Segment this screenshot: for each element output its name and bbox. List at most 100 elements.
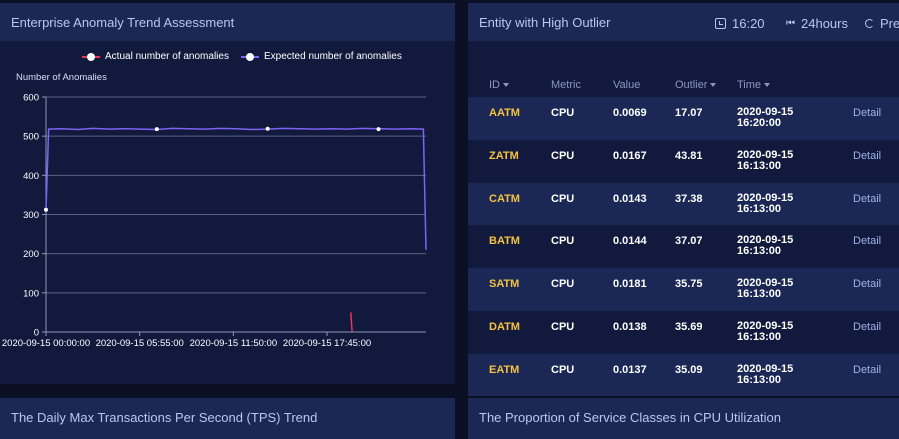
cell-time-date: 2020-09-15 [737, 362, 794, 375]
y-tick-label: 200 [23, 249, 39, 260]
cell-value: 0.0069 [613, 107, 647, 119]
cell-time: 2020-09-15 16:13:00 [737, 235, 793, 257]
tps-trend-header: The Daily Max Transactions Per Second (T… [0, 398, 455, 439]
y-tick-label: 100 [23, 288, 39, 299]
cell-time-date: 2020-09-15 [737, 277, 794, 290]
detail-link[interactable]: Detail [853, 278, 882, 291]
range-value: 24hours [801, 16, 848, 31]
cell-time: 2020-09-15 16:13:00 [737, 278, 793, 300]
refresh-icon [865, 19, 874, 28]
series-point [376, 127, 381, 132]
cell-time: 2020-09-15 16:13:00 [737, 191, 794, 215]
cell-id: AATM [489, 107, 520, 119]
legend-label-expected: Expected number of anomalies [263, 51, 402, 62]
cell-time: 2020-09-15 16:13:00 [737, 362, 794, 386]
series-point [154, 127, 159, 132]
cell-value: 0.0144 [613, 235, 647, 248]
cell-id: CATM [489, 192, 520, 205]
expected-series-line [45, 127, 427, 250]
sort-caret-icon [764, 83, 771, 88]
table-header: ID Metric Value Outlier Time [468, 75, 899, 95]
cell-outlier: 17.07 [675, 107, 703, 119]
cell-time-date: 2020-09-15 [737, 234, 794, 247]
table-row[interactable]: SATM CPU 0.0181 35.75 Detail 2020-09-15 16:13:… [468, 268, 899, 311]
detail-link[interactable]: Detail [853, 192, 882, 205]
cell-time-clock: 16:13:00 [737, 245, 782, 258]
anomaly-line-chart[interactable]: 0 100 200 300 400 500 600 2020-09-15 00:00:00 20… [0, 83, 455, 358]
cell-outlier: 35.75 [675, 278, 703, 291]
table-row[interactable]: AATM CPU 0.0069 17.07 Detail 2020-09-15 16:20:… [468, 97, 899, 140]
cell-outlier: 35.09 [675, 363, 703, 376]
column-header-time[interactable]: Time [737, 79, 771, 91]
tps-trend-title: The Daily Max Transactions Per Second (T… [11, 410, 318, 425]
cell-value: 0.0181 [613, 278, 647, 291]
cell-id: DATM [489, 321, 520, 333]
table-row[interactable]: ZATM CPU 0.0167 43.81 Detail 2020-09-15 16:13:… [468, 140, 899, 183]
detail-link[interactable]: Detail [853, 363, 882, 376]
sort-caret-icon [503, 83, 509, 88]
cpu-proportion-title: The Proportion of Service Classes in CPU… [479, 410, 782, 425]
time-selector[interactable]: 16:20 [715, 16, 765, 31]
table-row[interactable]: CATM CPU 0.0143 37.38 Detail 2020-09-15 16:13:… [468, 182, 899, 226]
sort-caret-icon [710, 83, 717, 88]
cell-outlier: 43.81 [675, 149, 703, 162]
cell-id: ZATM [489, 149, 519, 162]
high-outlier-title: Entity with High Outlier [479, 15, 611, 30]
tps-trend-panel: The Daily Max Transactions Per Second (T… [0, 398, 455, 439]
column-header-metric: Metric [551, 79, 581, 91]
series-point [44, 207, 48, 212]
preset-value: Pres [880, 16, 899, 31]
column-header-outlier[interactable]: Outlier [675, 79, 717, 91]
skip-back-icon: ⏮ [786, 18, 795, 29]
x-tick-label: 2020-09-15 05:55:00 [96, 338, 184, 349]
cell-time-clock: 16:13:00 [737, 331, 782, 343]
clock-icon [715, 18, 726, 29]
cell-id: SATM [489, 278, 520, 291]
preset-selector[interactable]: Pres [865, 16, 899, 31]
range-selector[interactable]: ⏮ 24hours [786, 16, 848, 31]
y-tick-label: 400 [23, 171, 39, 182]
cell-metric: CPU [551, 192, 575, 205]
chart-legend: Actual number of anomalies Expected numb… [82, 51, 402, 62]
cpu-proportion-panel: The Proportion of Service Classes in CPU… [468, 398, 899, 439]
legend-label-actual: Actual number of anomalies [105, 51, 229, 62]
cell-value: 0.0167 [613, 149, 647, 162]
cell-time-clock: 16:20:00 [737, 117, 782, 129]
anomaly-trend-panel: Enterprise Anomaly Trend Assessment Actu… [0, 3, 455, 384]
legend-item-expected[interactable]: Expected number of anomalies [240, 51, 402, 62]
cell-value: 0.0143 [613, 192, 647, 205]
cell-outlier: 35.69 [675, 321, 703, 333]
anomaly-trend-title: Enterprise Anomaly Trend Assessment [11, 15, 235, 30]
cell-time: 2020-09-15 16:20:00 [737, 107, 793, 129]
x-tick-label: 2020-09-15 11:50:00 [190, 338, 278, 349]
legend-item-actual[interactable]: Actual number of anomalies [82, 51, 229, 62]
column-header-value: Value [613, 79, 641, 91]
y-tick-label: 500 [23, 132, 39, 143]
table-row[interactable]: DATM CPU 0.0138 35.69 Detail 2020-09-15 16:13:… [468, 311, 899, 354]
cell-metric: CPU [551, 278, 575, 291]
cell-metric: CPU [551, 363, 575, 376]
cell-id: BATM [489, 235, 520, 248]
detail-link[interactable]: Detail [853, 235, 882, 248]
cell-metric: CPU [551, 107, 575, 119]
table-row[interactable]: BATM CPU 0.0144 37.07 Detail 2020-09-15 16:13:… [468, 225, 899, 268]
y-tick-label: 600 [23, 93, 39, 104]
cell-time-date: 2020-09-15 [737, 191, 794, 204]
cell-time: 2020-09-15 16:13:00 [737, 148, 794, 172]
legend-marker-actual [82, 52, 100, 62]
series-point [265, 126, 270, 131]
y-tick-label: 300 [23, 210, 39, 221]
y-tick-label: 0 [34, 328, 39, 339]
cell-metric: CPU [551, 321, 575, 333]
detail-link[interactable]: Detail [853, 321, 882, 333]
cpu-proportion-header: The Proportion of Service Classes in CPU… [468, 398, 899, 439]
column-header-id[interactable]: ID [489, 79, 509, 91]
detail-link[interactable]: Detail [853, 149, 882, 162]
anomaly-trend-header: Enterprise Anomaly Trend Assessment [0, 3, 455, 41]
actual-series-line [350, 312, 353, 333]
x-tick-label: 2020-09-15 17:45:00 [283, 338, 371, 349]
table-row[interactable]: EATM CPU 0.0137 35.09 Detail 2020-09-15 16:13:… [468, 353, 899, 397]
high-outlier-header: Entity with High Outlier 16:20 ⏮ 24hours… [468, 3, 899, 41]
cell-time-date: 2020-09-15 [737, 148, 794, 161]
detail-link[interactable]: Detail [853, 107, 882, 119]
